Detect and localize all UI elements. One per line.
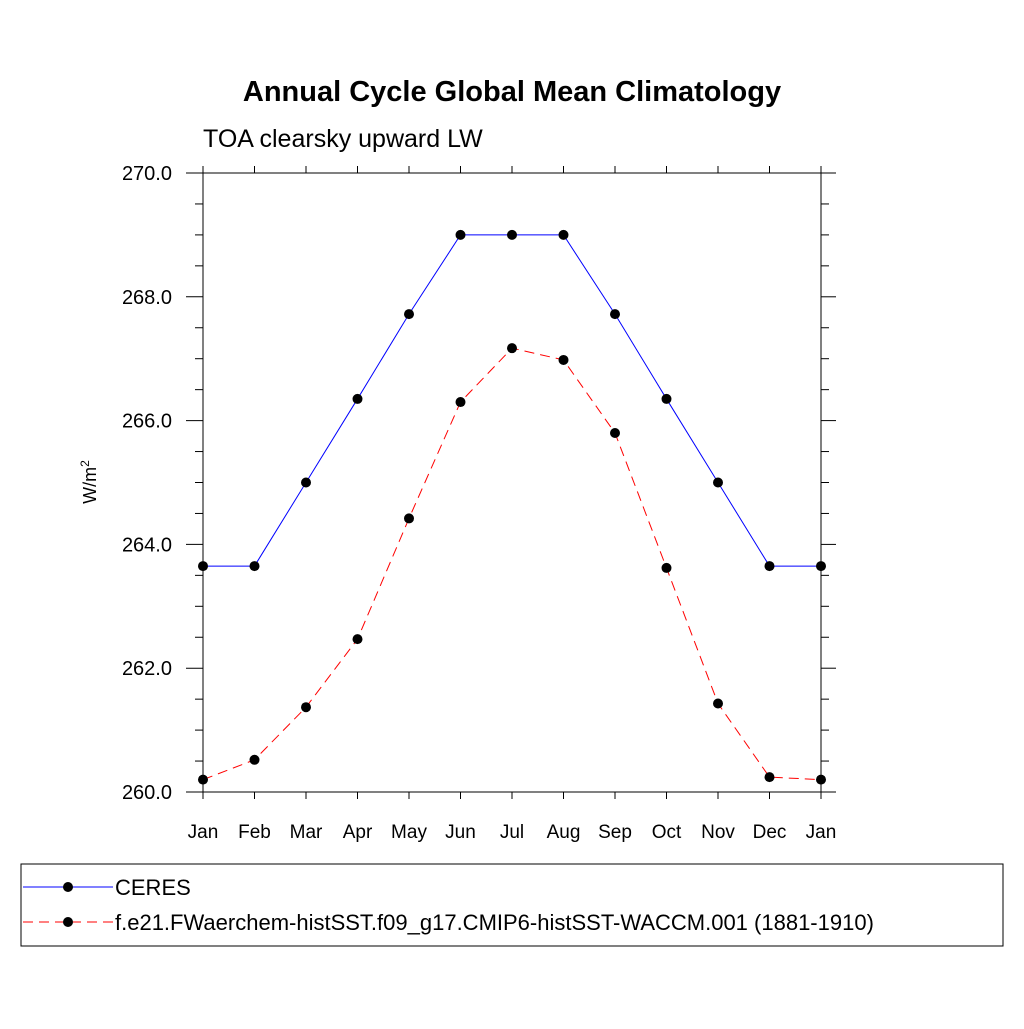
series-2-point <box>816 774 826 785</box>
x-tick-label: Dec <box>753 822 787 843</box>
series-1-point <box>558 229 569 240</box>
series-1-point <box>610 309 620 320</box>
series-2-point <box>764 772 775 783</box>
y-tick-label: 268.0 <box>122 287 172 309</box>
x-tick-label: Aug <box>547 822 581 843</box>
x-tick-label: Feb <box>238 822 271 843</box>
series-line-2 <box>202 347 822 781</box>
y-axis-label-sup: 2 <box>78 460 92 467</box>
chart-title: Annual Cycle Global Mean Climatology <box>243 76 781 108</box>
y-axis-label-unit: W/m <box>80 467 100 504</box>
series-1-point <box>507 229 517 240</box>
legend-marker-2 <box>63 917 73 927</box>
series-1-point <box>198 561 208 572</box>
series-1-point <box>713 477 723 488</box>
series-2-point <box>661 562 672 573</box>
plot-area: Jan Feb Mar Apr May Jun Jul Aug Sep Oct Nov Dec Jan 2… <box>122 163 836 843</box>
legend-label-2: f.e21.FWaerchem-histSST.f09_g17.CMIP6-hi… <box>115 910 874 935</box>
series-1-point <box>301 477 311 488</box>
series-2-point <box>507 343 517 354</box>
series-1-point <box>455 229 466 240</box>
series-2-point <box>301 702 311 713</box>
series-2-point <box>352 634 363 645</box>
y-tick-label: 266.0 <box>122 411 172 433</box>
x-tick-label: Apr <box>343 822 373 843</box>
x-tick-label: Jan <box>188 822 219 843</box>
x-tick-label: Sep <box>598 822 632 843</box>
series-2-point <box>455 397 466 408</box>
series-2-point <box>610 427 620 438</box>
y-tick-label: 264.0 <box>122 534 172 556</box>
x-tick-label: Mar <box>290 822 323 843</box>
x-tick-label: Jan <box>806 822 837 843</box>
x-tick-label: Jun <box>445 822 476 843</box>
plot-frame <box>202 172 822 793</box>
legend-label-1: CERES <box>115 875 191 900</box>
legend-marker-1 <box>63 882 73 892</box>
x-tick-label: Oct <box>652 822 682 843</box>
x-tick-label: Nov <box>701 822 735 843</box>
series-1-point <box>352 393 363 404</box>
chart-subtitle: TOA clearsky upward LW <box>203 125 483 153</box>
series-1-point <box>661 393 672 404</box>
y-tick-label: 260.0 <box>122 782 172 804</box>
legend-box <box>20 863 1004 947</box>
series-2-point <box>713 698 723 709</box>
legend: CERES f.e21.FWaerchem-histSST.f09_g17.CMI… <box>20 863 1004 947</box>
y-tick-label: 262.0 <box>122 658 172 680</box>
y-axis-label: W/m2 <box>78 460 100 504</box>
series-2-point <box>404 513 414 524</box>
y-tick-label: 270.0 <box>122 163 172 185</box>
series-1-point <box>249 561 260 572</box>
series-2-point <box>558 354 569 365</box>
series-1-point <box>816 561 826 572</box>
series-1-point <box>764 561 775 572</box>
x-tick-label: Jul <box>500 822 524 843</box>
series-1-point <box>404 309 414 320</box>
series-line-1 <box>203 234 821 567</box>
series-2-point <box>198 774 208 785</box>
series-2-point <box>249 754 260 765</box>
x-tick-label: May <box>391 822 427 843</box>
